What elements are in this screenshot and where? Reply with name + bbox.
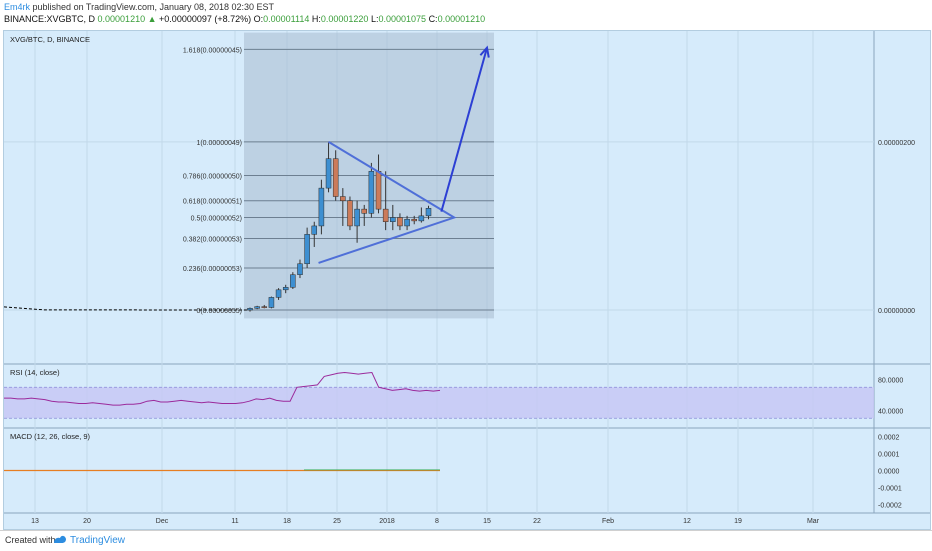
c-value: 0.00001210	[437, 14, 486, 24]
x-tick-label: 11	[231, 518, 238, 525]
projection-arrow-line	[440, 47, 488, 212]
x-tick-label: Dec	[156, 518, 169, 525]
o-label: O:	[253, 14, 264, 24]
published-text: published on TradingView.com, January 08…	[32, 2, 275, 12]
c-label: C:	[428, 14, 438, 24]
l-value: 0.00001075	[378, 14, 427, 24]
x-tick-label: 13	[31, 518, 39, 525]
author-link[interactable]: Em4rk	[4, 2, 31, 12]
published-line: Em4rk published on TradingView.com, Janu…	[4, 2, 274, 12]
candle-body	[425, 208, 432, 217]
macd-tick-label: 0.0001	[878, 452, 900, 459]
candle-body	[375, 171, 382, 210]
x-tick-label: 25	[333, 518, 341, 525]
candle-body	[390, 217, 396, 222]
rsi-title: RSI (14, close)	[10, 368, 60, 377]
candle-body	[261, 306, 268, 308]
candle-body	[404, 218, 410, 227]
candle-body	[332, 158, 339, 197]
fib-level-label: 0.382(0.00000053)	[183, 237, 242, 244]
y-tick-label: 0.00000200	[878, 140, 915, 147]
candle-body	[268, 297, 275, 308]
candle-body	[325, 158, 332, 189]
ohlc-line: BINANCE:XVGBTC, D 0.00001210 ▲ +0.000000…	[4, 14, 485, 24]
triangle-pattern	[318, 141, 457, 264]
x-tick-label: 20	[83, 518, 91, 525]
fib-level-label: 0.786(0.00000050)	[183, 174, 242, 181]
fib-level-label: 1.618(0.00000045)	[183, 47, 242, 54]
x-tick-label: 15	[483, 518, 491, 525]
rsi-line	[4, 371, 441, 406]
candle-body	[397, 217, 403, 227]
candle-body	[247, 308, 253, 311]
candle-body	[311, 225, 318, 235]
rsi-tick-label: 40.0000	[878, 409, 903, 416]
x-tick-label: 2018	[379, 518, 395, 525]
chart-title: XVG/BTC, D, BINANCE	[10, 35, 90, 44]
candle-body	[318, 187, 325, 227]
o-value: 0.00001114	[263, 14, 310, 24]
fib-level-label: 1(0.00000049)	[196, 140, 242, 147]
candle-body	[275, 289, 282, 298]
macd-tick-label: -0.0001	[878, 486, 902, 493]
x-tick-label: 18	[283, 518, 291, 525]
fib-level-label: 0.618(0.00000051)	[183, 199, 242, 206]
h-value: 0.00001220	[320, 14, 369, 24]
rsi-band	[4, 387, 874, 419]
candle-body	[382, 208, 389, 222]
candle-body	[304, 234, 310, 265]
price-main: 0.00001210	[97, 14, 146, 24]
y-tick-label: 0.00000000	[878, 308, 915, 315]
candle-body	[418, 215, 425, 222]
history-dashed-line	[4, 306, 249, 311]
created-with-label: Created with	[5, 535, 56, 545]
macd-tick-label: -0.0002	[878, 503, 902, 510]
tradingview-brand[interactable]: TradingView	[70, 535, 126, 546]
fib-level-label: 0.5(0.00000052)	[191, 216, 242, 223]
x-tick-label: 12	[683, 518, 691, 525]
candle-body	[354, 208, 360, 227]
h-label: H:	[311, 14, 321, 24]
macd-tick-label: 0.0000	[878, 469, 900, 476]
candle-body	[290, 274, 296, 288]
chart-header: Em4rk published on TradingView.com, Janu…	[0, 0, 932, 30]
chart-area[interactable]: 13 20 Dec 11 18 25 2018 8 15 22 Feb 12 19 Mar 0.000002…	[3, 30, 931, 530]
fib-level-label: 0.236(0.00000053)	[183, 266, 242, 273]
fib-level-label: 0(0.00000055)	[196, 308, 242, 315]
candle-body	[361, 208, 367, 214]
chart-svg[interactable]: 13 20 Dec 11 18 25 2018 8 15 22 Feb 12 19 Mar 0.000002…	[4, 31, 930, 529]
footer: Created with TradingView	[0, 530, 932, 551]
change-arrow-icon: ▲	[147, 14, 157, 24]
x-tick-label: Mar	[807, 518, 820, 525]
tradingview-logo-icon	[54, 535, 66, 543]
symbol-label: BINANCE:XVGBTC, D	[4, 14, 96, 24]
candle-body	[340, 196, 346, 201]
macd-tick-label: 0.0002	[878, 435, 900, 442]
x-tick-label: 19	[734, 518, 742, 525]
projection-arrowhead-icon	[479, 45, 490, 58]
x-tick-label: 8	[435, 518, 439, 525]
candle-body	[368, 171, 375, 214]
macd-title: MACD (12, 26, close, 9)	[10, 432, 91, 441]
candle-body	[411, 218, 417, 222]
candle-body	[297, 263, 303, 275]
x-tick-label: Feb	[602, 518, 614, 525]
price-change: +0.00000097 (+8.72%)	[159, 14, 252, 24]
rsi-tick-label: 80.0000	[878, 378, 903, 385]
candle-body	[254, 306, 260, 309]
l-label: L:	[370, 14, 379, 24]
candle-body	[347, 200, 353, 227]
x-tick-label: 22	[533, 518, 541, 525]
candle-body	[282, 287, 289, 291]
